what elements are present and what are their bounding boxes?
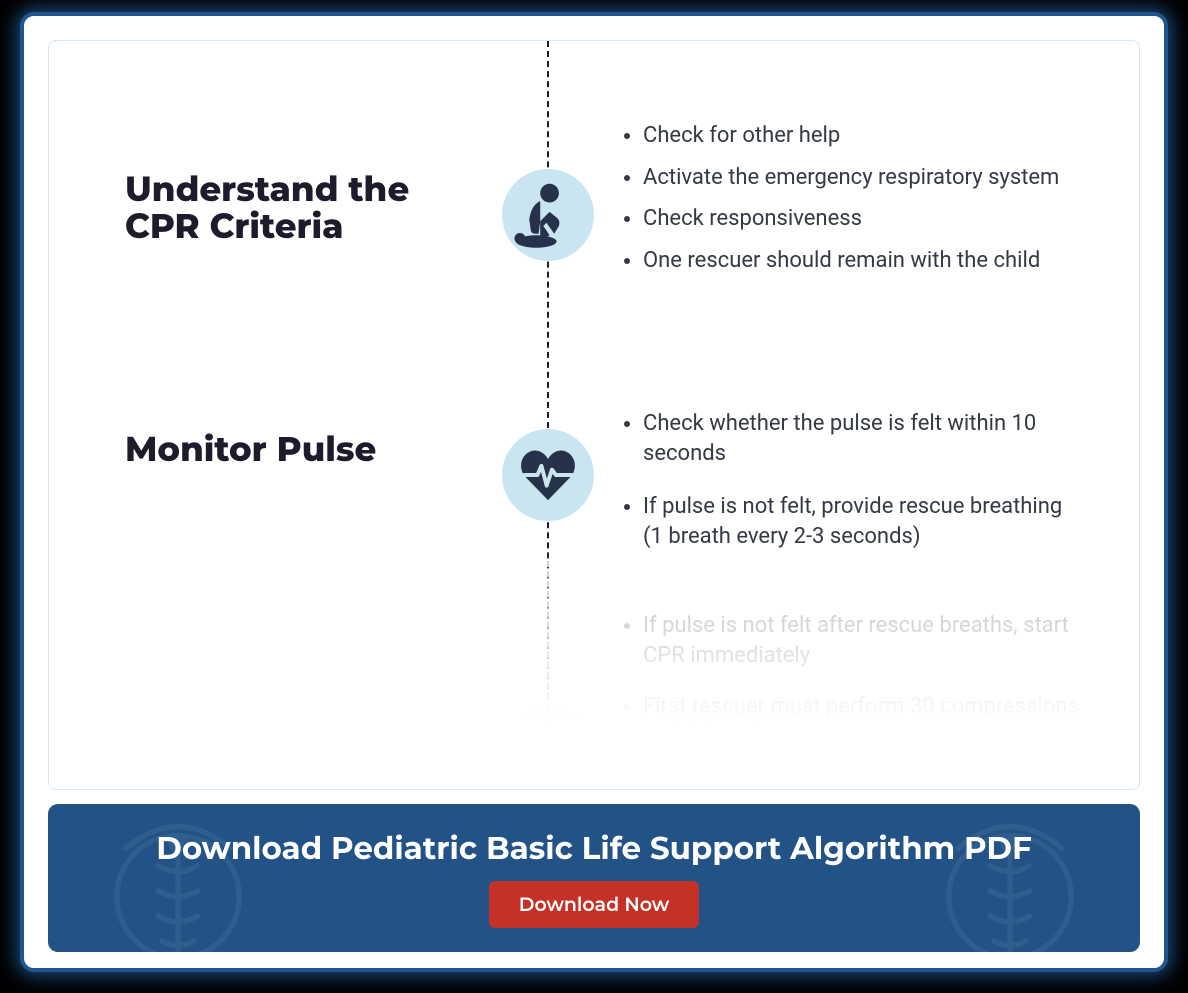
- step-2-bullets: Check whether the pulse is felt within 1…: [617, 381, 1139, 576]
- step-1: Understand the CPR Criteria Check: [49, 121, 1139, 288]
- heart-rate-icon: [502, 429, 594, 521]
- list-item: Activate the emergency respiratory syste…: [643, 163, 1079, 193]
- list-item: Check whether the pulse is felt within 1…: [643, 409, 1079, 468]
- cpr-icon: [502, 169, 594, 261]
- step-2-title: Monitor Pulse: [49, 381, 479, 468]
- list-item: One rescuer should remain with the child: [643, 246, 1079, 276]
- download-heading: Download Pediatric Basic Life Support Al…: [156, 829, 1032, 867]
- step-2-icon-wrap: [479, 381, 617, 521]
- step-3-icon-wrap: [479, 611, 617, 790]
- step-3-title: Start CPR: [49, 611, 479, 768]
- list-item: Check responsiveness: [643, 204, 1079, 234]
- step-1-icon-wrap: [479, 121, 617, 261]
- step-3-bullets: If pulse is not felt after rescue breath…: [617, 611, 1139, 790]
- outer-card: Understand the CPR Criteria Check: [20, 12, 1168, 972]
- download-bar: Download Pediatric Basic Life Support Al…: [48, 804, 1140, 952]
- step-2: Monitor Pulse Check whether the pulse is…: [49, 381, 1139, 576]
- hand-icon: [502, 709, 594, 790]
- list-item: If pulse is not felt after rescue breath…: [643, 611, 1079, 670]
- list-item: First rescuer must perform 30 compressio…: [643, 692, 1079, 751]
- list-item: If pulse is not felt, provide rescue bre…: [643, 492, 1079, 551]
- step-1-bullets: Check for other help Activate the emerge…: [617, 121, 1139, 288]
- list-item: Check for other help: [643, 121, 1079, 151]
- steps-card: Understand the CPR Criteria Check: [48, 40, 1140, 790]
- step-3: Start CPR If pulse: [49, 611, 1139, 790]
- step-1-title: Understand the CPR Criteria: [49, 121, 479, 246]
- list-item: compressions and 2 breaths: [643, 774, 1079, 790]
- download-button[interactable]: Download Now: [489, 881, 699, 928]
